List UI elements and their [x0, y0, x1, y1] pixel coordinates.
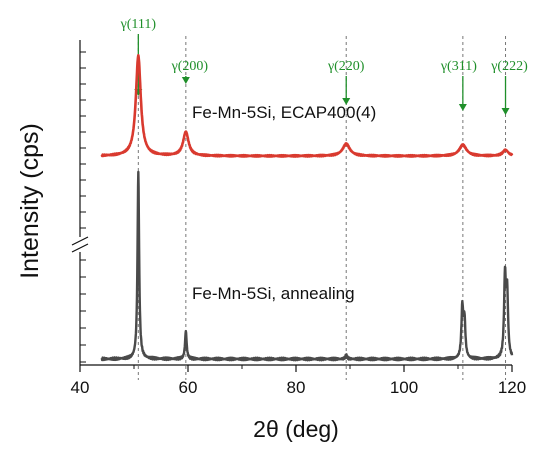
series-line-ecap [100, 54, 514, 158]
peak-arrow-head [181, 77, 190, 84]
y-axis-ticks [80, 51, 86, 363]
peak-label: γ(111) [120, 17, 157, 32]
series-layer [100, 54, 514, 362]
peak-labels: γ(111) γ(200) γ(220) γ(311) γ(222) [120, 17, 528, 115]
axis-break-mark [71, 236, 89, 253]
peak-label: γ(220) [327, 59, 365, 74]
x-axis-title: 2θ (deg) [253, 416, 339, 442]
x-axis-ticks: 40 60 80 100 120 [71, 365, 526, 397]
peak-arrow-head [501, 108, 510, 115]
peak-label: γ(311) [440, 59, 477, 74]
y-axis-title: Intensity (cps) [16, 123, 44, 279]
x-tick-label: 80 [287, 378, 306, 397]
peak-arrow-head [342, 98, 351, 105]
series-line-annealing [100, 170, 514, 362]
series-label-annealing: Fe-Mn-5Si, annealing [192, 284, 355, 303]
peak-label: γ(222) [490, 59, 528, 74]
peak-guide-lines [137, 36, 507, 380]
peak-label: γ(200) [171, 59, 209, 74]
series-label-ecap: Fe-Mn-5Si, ECAP400(4) [192, 103, 376, 122]
x-tick-label: 120 [498, 378, 526, 397]
peak-arrow-head [458, 104, 467, 111]
x-tick-label: 40 [71, 378, 90, 397]
axes: 40 60 80 100 120 [71, 40, 526, 397]
x-tick-label: 100 [390, 378, 418, 397]
x-tick-label: 60 [179, 378, 198, 397]
